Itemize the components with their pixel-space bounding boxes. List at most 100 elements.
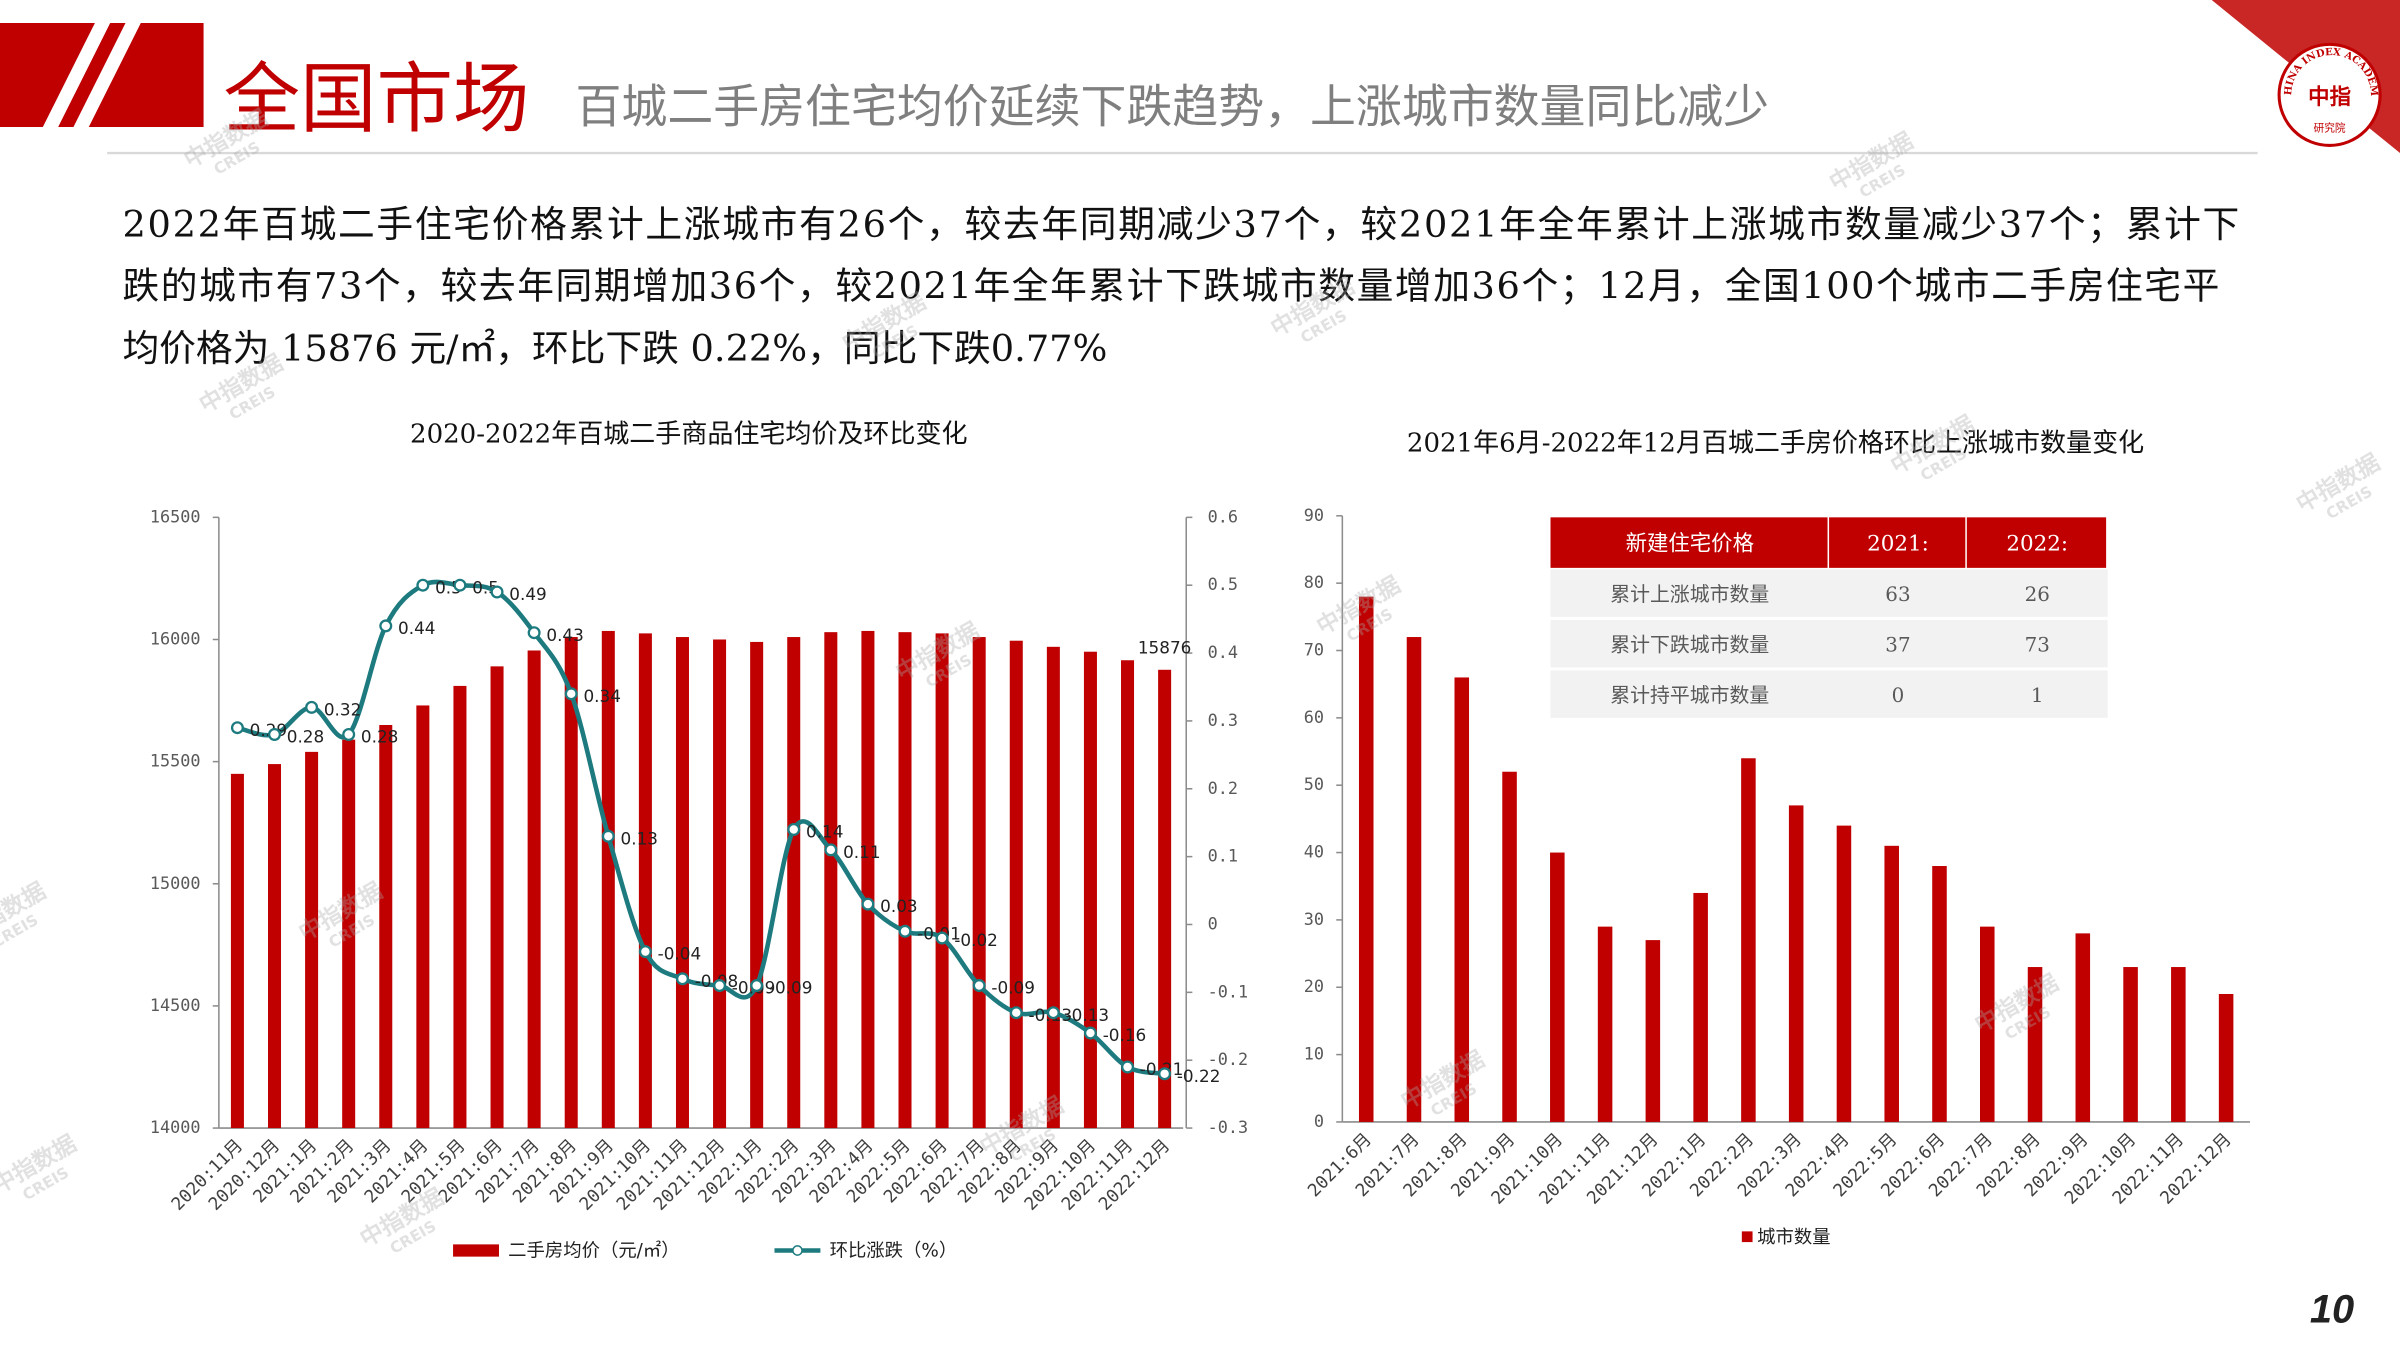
table-cell: 0 bbox=[1892, 684, 1905, 707]
logo bbox=[2277, 42, 2382, 147]
y2-tick-label: 0.3 bbox=[1208, 710, 1238, 730]
table-header-cell bbox=[1550, 517, 1828, 568]
y2-tick-label: 0.6 bbox=[1208, 506, 1238, 526]
line-marker bbox=[1158, 1067, 1172, 1081]
bar bbox=[675, 637, 689, 1129]
line-label: -0.09 bbox=[769, 978, 813, 998]
bar bbox=[898, 632, 912, 1129]
line-label: -0.04 bbox=[658, 944, 702, 964]
line-marker bbox=[564, 687, 578, 701]
y-tick-label: 15000 bbox=[150, 873, 201, 893]
table-header: 新建住宅价格 bbox=[1626, 531, 1754, 556]
bar bbox=[527, 650, 541, 1129]
bar bbox=[824, 632, 838, 1129]
line-marker bbox=[750, 979, 764, 993]
legend-swatch bbox=[1741, 1231, 1753, 1243]
line-label: 0.29 bbox=[250, 720, 287, 740]
bar bbox=[230, 773, 244, 1129]
y2-tick-label: 0.4 bbox=[1208, 642, 1238, 662]
paragraph-line: 跌的城市有73个，较去年同期增加36个，较2021年全年累计下跌城市数量增加36… bbox=[122, 264, 2219, 307]
line-label: 0.34 bbox=[583, 686, 620, 706]
y-tick-label: 80 bbox=[1304, 572, 1324, 592]
y-tick-label: 50 bbox=[1304, 774, 1324, 794]
y-tick-label: 15500 bbox=[150, 751, 201, 771]
y-tick-label: 16000 bbox=[150, 628, 201, 648]
table-cell: 37 bbox=[1885, 633, 1910, 656]
y-tick-label: 60 bbox=[1304, 707, 1324, 727]
table-cell: 26 bbox=[2025, 583, 2050, 606]
bar bbox=[1454, 677, 1470, 1122]
legend-swatch bbox=[453, 1244, 499, 1257]
chart-title: 2020-2022年百城二手商品住宅均价及环比变化 bbox=[410, 419, 967, 449]
line-marker bbox=[416, 578, 430, 592]
line-marker bbox=[861, 897, 875, 911]
header-stripe bbox=[58, 22, 126, 128]
line-marker bbox=[787, 822, 801, 836]
line-marker bbox=[898, 924, 912, 938]
table-cell: 累计下跌城市数量 bbox=[1610, 633, 1769, 656]
line-label: 0.43 bbox=[546, 625, 583, 645]
y-tick-label: 30 bbox=[1304, 909, 1324, 929]
line-marker bbox=[1009, 1006, 1023, 1020]
line-marker bbox=[379, 619, 393, 633]
table-header: 2021: bbox=[1867, 531, 1929, 556]
table-header-cell bbox=[1829, 517, 1966, 568]
line-marker bbox=[675, 972, 689, 986]
bar bbox=[564, 637, 578, 1129]
y2-tick-label: 0.2 bbox=[1208, 778, 1238, 798]
y2-tick-label: 0.1 bbox=[1208, 846, 1238, 866]
bar bbox=[1693, 892, 1708, 1122]
charts: 2020-2022年百城二手商品住宅均价及环比变化140001450015000… bbox=[150, 419, 2250, 1262]
bar bbox=[1550, 852, 1565, 1122]
bar bbox=[1121, 660, 1135, 1129]
line-label: 0.03 bbox=[880, 896, 917, 916]
logo-center: 中指 bbox=[2308, 85, 2351, 110]
bar bbox=[2218, 993, 2234, 1122]
line-marker bbox=[713, 979, 727, 993]
table-cell: 累计上涨城市数量 bbox=[1610, 583, 1769, 606]
y-tick-label: 14500 bbox=[150, 995, 201, 1015]
line-marker bbox=[1046, 1006, 1060, 1020]
bar bbox=[1083, 651, 1097, 1129]
header-title: 全国市场 bbox=[223, 56, 529, 145]
bar bbox=[1597, 926, 1613, 1122]
bar bbox=[1979, 926, 1995, 1122]
line bbox=[236, 579, 1166, 1077]
bar bbox=[750, 641, 764, 1129]
bar bbox=[2171, 967, 2186, 1122]
table-cell: 累计持平城市数量 bbox=[1610, 684, 1769, 707]
bar bbox=[416, 705, 430, 1129]
table-header: 2022: bbox=[2006, 531, 2068, 556]
line-marker bbox=[935, 931, 949, 945]
header-bar bbox=[88, 22, 204, 128]
line-label: -0.13 bbox=[1066, 1005, 1110, 1025]
paragraph-line: 均价格为 15876 元/㎡，环比下跌 0.22%，同比下跌0.77% bbox=[122, 327, 1107, 370]
bar bbox=[713, 639, 727, 1129]
bar bbox=[1836, 825, 1852, 1122]
y2-tick-label: -0.1 bbox=[1208, 981, 1249, 1001]
bar bbox=[861, 630, 875, 1129]
bar bbox=[2027, 967, 2043, 1122]
bar bbox=[268, 764, 282, 1129]
bar bbox=[1406, 637, 1422, 1122]
y2-tick-label: -0.2 bbox=[1208, 1049, 1249, 1069]
bar bbox=[453, 685, 467, 1129]
bar bbox=[1741, 758, 1756, 1122]
legend-label: 城市数量 bbox=[1757, 1227, 1830, 1248]
y-tick-label: 20 bbox=[1304, 976, 1324, 996]
table-cell: 63 bbox=[1885, 583, 1910, 606]
bar bbox=[972, 637, 986, 1129]
bar bbox=[1046, 646, 1060, 1129]
line-marker bbox=[1083, 1026, 1097, 1040]
bar-label: 15876 bbox=[1138, 637, 1192, 657]
legend-swatch-marker bbox=[792, 1245, 803, 1256]
line-marker bbox=[601, 829, 615, 843]
line-marker bbox=[268, 727, 282, 741]
line-marker bbox=[1121, 1060, 1135, 1074]
bar bbox=[379, 724, 393, 1129]
line-label: 0.49 bbox=[509, 584, 546, 604]
line-label: -0.09 bbox=[991, 978, 1035, 998]
bar bbox=[1645, 940, 1661, 1122]
